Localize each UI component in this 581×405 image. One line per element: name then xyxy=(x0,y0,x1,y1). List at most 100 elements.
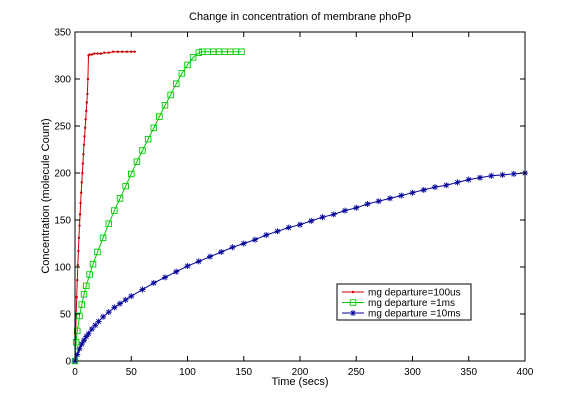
data-point xyxy=(105,309,112,316)
data-point xyxy=(121,50,124,53)
data-point xyxy=(263,232,270,239)
data-point xyxy=(349,299,357,306)
data-point xyxy=(77,249,80,253)
legend-label: mg departure =10ms xyxy=(368,309,461,320)
data-point xyxy=(128,293,135,300)
legend-item: mg departure =10ms xyxy=(342,309,461,320)
series-2 xyxy=(71,48,245,365)
data-point xyxy=(133,158,141,165)
data-point xyxy=(409,189,416,196)
x-tick-label: 400 xyxy=(517,367,534,378)
data-point xyxy=(162,274,168,281)
x-tick-label: 50 xyxy=(126,367,138,378)
data-point xyxy=(130,50,133,53)
data-point xyxy=(454,179,461,186)
data-point xyxy=(80,181,83,184)
x-tick-label: 200 xyxy=(292,367,309,378)
legend-item: mg departure=100us xyxy=(342,288,461,299)
data-point xyxy=(387,195,393,202)
y-axis-label: Concentration (molecule Count) xyxy=(40,118,52,273)
data-point xyxy=(89,260,97,268)
data-point xyxy=(103,51,106,54)
data-point xyxy=(161,102,169,109)
data-point xyxy=(82,153,85,156)
data-point xyxy=(82,143,86,146)
data-point xyxy=(82,282,90,290)
data-point xyxy=(75,295,78,299)
data-point xyxy=(350,310,356,316)
data-point xyxy=(150,279,157,286)
data-point xyxy=(96,52,99,55)
data-point xyxy=(172,80,180,87)
data-point xyxy=(78,213,82,216)
data-point xyxy=(189,54,197,61)
data-point xyxy=(78,224,81,227)
y-tick-label: 0 xyxy=(65,357,71,368)
data-point xyxy=(252,236,258,243)
data-point xyxy=(127,170,135,178)
data-point xyxy=(144,135,152,143)
series-1 xyxy=(73,50,136,363)
data-point xyxy=(443,182,450,189)
data-point xyxy=(477,174,483,181)
data-point xyxy=(150,124,157,132)
data-point xyxy=(72,338,80,346)
data-point xyxy=(330,211,337,218)
data-point xyxy=(122,296,129,303)
data-point xyxy=(156,113,163,120)
data-point xyxy=(139,286,146,293)
x-tick-label: 0 xyxy=(72,367,78,378)
data-point xyxy=(86,77,90,81)
data-point xyxy=(342,207,348,214)
data-point xyxy=(79,201,82,205)
data-point xyxy=(238,48,245,55)
data-point xyxy=(81,162,85,165)
x-tick-label: 100 xyxy=(179,367,196,378)
axes-layer: 0 50 100 150 200 250 300 350 400 0 50 100 150 200 250 3… xyxy=(54,28,533,379)
data-point xyxy=(95,318,102,325)
data-point xyxy=(195,258,202,265)
x-axis-label: Time (secs) xyxy=(271,376,328,388)
data-point xyxy=(81,171,84,175)
data-point xyxy=(116,50,119,53)
data-point xyxy=(195,49,202,56)
y-tick-label: 350 xyxy=(54,28,71,39)
series-layer xyxy=(71,48,528,365)
data-point xyxy=(184,61,191,69)
data-point xyxy=(73,327,81,335)
data-point xyxy=(308,217,315,224)
data-point xyxy=(139,147,146,154)
data-point xyxy=(117,300,123,307)
data-point xyxy=(78,301,85,308)
data-point xyxy=(84,118,87,121)
data-point xyxy=(488,172,495,179)
data-point xyxy=(116,195,124,202)
data-point xyxy=(94,248,101,256)
data-point xyxy=(285,224,292,231)
data-point xyxy=(86,92,89,96)
data-point xyxy=(510,170,517,177)
data-point xyxy=(76,312,83,320)
y-tick-label: 150 xyxy=(54,216,71,227)
data-point xyxy=(111,207,118,214)
x-tick-label: 300 xyxy=(404,367,421,378)
chart-title: Change in concentration of membrane phoP… xyxy=(189,11,411,23)
data-point xyxy=(178,70,186,77)
data-point xyxy=(76,345,83,352)
data-point xyxy=(76,278,79,282)
data-point xyxy=(167,91,174,99)
x-tick-label: 250 xyxy=(348,367,365,378)
data-point xyxy=(364,201,371,208)
data-point xyxy=(499,171,506,178)
data-point xyxy=(85,109,88,113)
data-point xyxy=(92,52,96,55)
data-point xyxy=(297,221,303,228)
x-tick-label: 150 xyxy=(235,367,252,378)
data-point xyxy=(218,248,225,255)
data-point xyxy=(77,236,81,240)
data-point xyxy=(100,313,107,320)
data-point xyxy=(465,176,472,183)
